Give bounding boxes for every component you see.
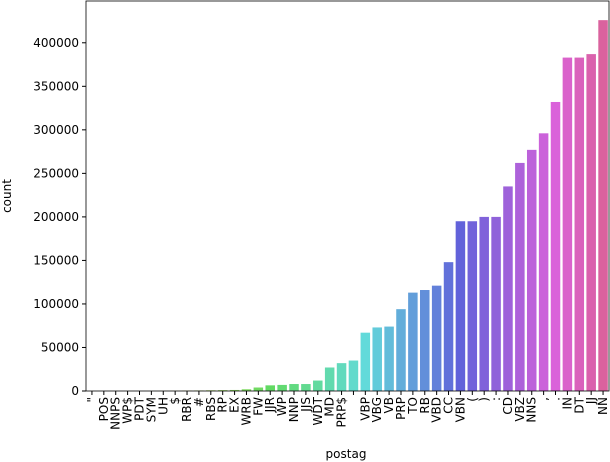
bar <box>443 262 454 391</box>
x-tick-label: # <box>192 397 206 407</box>
bar <box>384 326 394 391</box>
x-tick-label: MD <box>323 397 337 417</box>
x-tick-label: " <box>85 397 99 403</box>
x-tick-label: RB <box>418 397 432 414</box>
bar <box>324 367 335 391</box>
x-tick-label: VB <box>382 397 396 413</box>
y-tick-label: 150000 <box>33 253 79 267</box>
x-tick-label: WP$ <box>121 397 135 424</box>
x-tick-label: JJS <box>299 397 313 413</box>
x-tick-label: PRP$ <box>335 397 349 427</box>
x-tick-label: RBS <box>204 397 218 421</box>
bar <box>229 389 240 391</box>
bar <box>586 54 596 391</box>
bar <box>277 384 287 391</box>
bar <box>515 162 525 391</box>
bar <box>348 360 359 391</box>
x-tick-label: DT <box>572 396 586 413</box>
x-tick-label: NNP <box>287 397 301 422</box>
x-tick-label: NN <box>596 397 610 415</box>
x-tick-label: WDT <box>311 396 325 425</box>
bar <box>396 309 406 391</box>
x-axis-label: postag <box>326 447 367 461</box>
x-tick-label: POS <box>97 397 111 421</box>
bar <box>217 390 228 391</box>
x-tick-label: SYM <box>144 397 158 422</box>
bar <box>360 332 371 391</box>
bar <box>289 384 299 391</box>
x-tick-label: RBR <box>180 397 194 422</box>
x-tick-label: VBG <box>370 397 384 423</box>
y-tick-label: 350000 <box>33 79 79 93</box>
bar <box>420 290 430 391</box>
bar <box>574 57 585 392</box>
x-tick-label: : <box>489 397 503 401</box>
x-tick-label: VBN <box>453 397 467 422</box>
x-tick-label: VBZ <box>513 397 527 422</box>
x-tick-label: NNS <box>525 397 539 423</box>
bar <box>253 387 264 391</box>
bar <box>491 216 501 391</box>
bar <box>301 384 311 391</box>
bar <box>562 57 573 392</box>
x-tick-label: CC <box>442 397 456 414</box>
y-tick-label: 250000 <box>33 166 79 180</box>
y-tick-label: 100000 <box>33 297 79 311</box>
x-tick-label: RP <box>216 397 230 413</box>
bar <box>241 389 252 391</box>
x-tick-label: VBD <box>430 397 444 423</box>
bar <box>479 216 489 391</box>
x-tick-label: VBP <box>358 397 372 421</box>
x-tick-label: . <box>549 397 563 401</box>
y-tick-label: 200000 <box>33 210 79 224</box>
x-tick-label: ( <box>465 397 479 402</box>
y-tick-label: 0 <box>71 384 79 398</box>
axes-frame <box>85 0 610 392</box>
x-tick-label: FW <box>251 397 265 416</box>
x-tick-label: TO <box>406 397 420 415</box>
bar <box>313 380 323 391</box>
x-tick-label: NNPS <box>109 397 123 430</box>
bar <box>598 20 608 391</box>
y-tick-label: 300000 <box>33 123 79 137</box>
x-tick-label: PDT <box>132 396 146 420</box>
x-tick-label: , <box>537 397 551 401</box>
bar <box>408 292 418 391</box>
x-tick-label: CD <box>501 397 515 415</box>
bar <box>372 327 382 391</box>
y-tick-label: 50000 <box>41 340 79 354</box>
x-tick-label: JJR <box>263 397 277 413</box>
bar <box>467 221 478 391</box>
x-tick-label: EX <box>228 397 242 413</box>
x-tick-label: ) <box>477 397 491 402</box>
y-axis-label: count <box>0 179 14 213</box>
x-tick-label: JJ <box>584 397 598 405</box>
x-tick-label: PRP <box>394 397 408 420</box>
bar <box>336 363 347 391</box>
bar <box>526 149 537 391</box>
bar <box>265 385 275 391</box>
bar <box>550 101 561 391</box>
x-tick-label: WRB <box>239 397 253 425</box>
x-tick-label: UH <box>156 397 170 415</box>
x-tick-label: IN <box>560 397 574 410</box>
x-tick-label: $ <box>168 397 182 405</box>
bar <box>538 133 549 392</box>
bar <box>431 285 442 391</box>
y-tick-label: 400000 <box>33 36 79 50</box>
bar <box>503 186 513 391</box>
bar <box>455 221 466 391</box>
x-tick-label: WP <box>275 397 289 416</box>
